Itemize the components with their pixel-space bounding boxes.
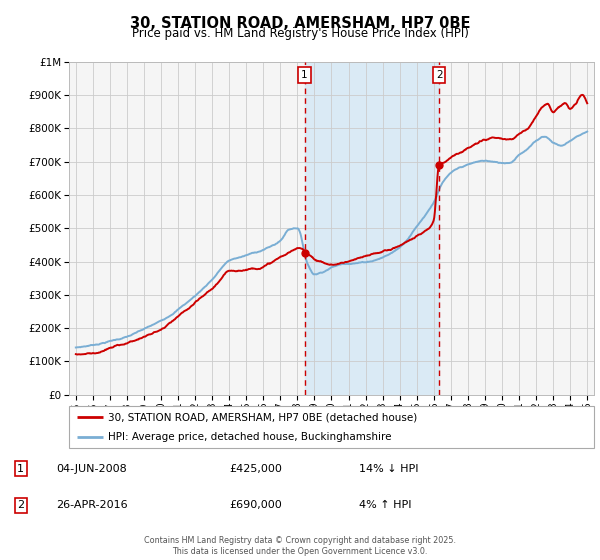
Text: 1: 1 — [301, 70, 308, 80]
Text: 1: 1 — [17, 464, 24, 474]
Bar — [305, 62, 439, 395]
Text: £425,000: £425,000 — [229, 464, 283, 474]
Text: 2: 2 — [17, 500, 24, 510]
Text: 14% ↓ HPI: 14% ↓ HPI — [359, 464, 418, 474]
Text: 04-JUN-2008: 04-JUN-2008 — [56, 464, 127, 474]
Text: 2: 2 — [436, 70, 443, 80]
Text: 30, STATION ROAD, AMERSHAM, HP7 0BE: 30, STATION ROAD, AMERSHAM, HP7 0BE — [130, 16, 470, 31]
Text: 4% ↑ HPI: 4% ↑ HPI — [359, 500, 412, 510]
FancyBboxPatch shape — [69, 406, 594, 448]
Text: HPI: Average price, detached house, Buckinghamshire: HPI: Average price, detached house, Buck… — [109, 432, 392, 442]
Text: Price paid vs. HM Land Registry's House Price Index (HPI): Price paid vs. HM Land Registry's House … — [131, 27, 469, 40]
Text: 30, STATION ROAD, AMERSHAM, HP7 0BE (detached house): 30, STATION ROAD, AMERSHAM, HP7 0BE (det… — [109, 412, 418, 422]
Text: £690,000: £690,000 — [229, 500, 282, 510]
Text: Contains HM Land Registry data © Crown copyright and database right 2025.
This d: Contains HM Land Registry data © Crown c… — [144, 536, 456, 556]
Text: 26-APR-2016: 26-APR-2016 — [56, 500, 128, 510]
